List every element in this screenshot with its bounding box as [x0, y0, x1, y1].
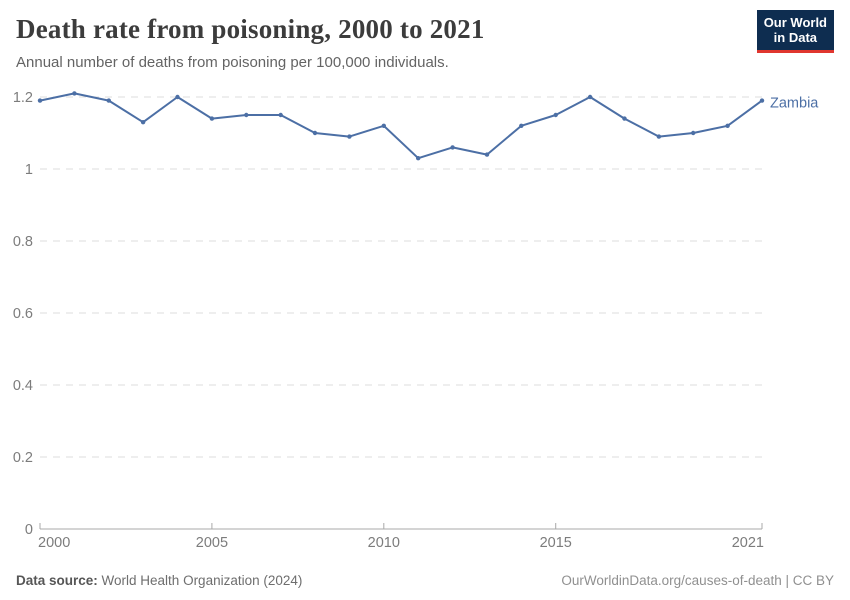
data-point-zambia-2004 [175, 94, 180, 100]
x-tick-label-2005: 2005 [196, 535, 228, 551]
data-point-zambia-2018 [656, 134, 662, 139]
owid-logo[interactable]: Our World in Data [756, 10, 834, 53]
y-tick-label-0: 0 [25, 522, 33, 538]
owid-logo-line1: Our World [763, 15, 827, 30]
owid-logo-line2: in Data [773, 30, 818, 46]
data-point-zambia-2020 [725, 123, 730, 128]
data-point-zambia-2006 [244, 112, 249, 118]
data-point-zambia-2002 [106, 98, 112, 103]
data-point-zambia-2000 [37, 98, 43, 103]
y-tick-label-0.8: 0.8 [13, 234, 33, 250]
y-tick-label-1.2: 1.2 [13, 90, 33, 106]
page-title: Death rate from poisoning, 2000 to 2021 [16, 14, 485, 44]
footer-link[interactable]: OurWorldinData.org/causes-of-death | CC … [561, 573, 834, 588]
series-label-zambia: Zambia [770, 96, 819, 112]
data-point-zambia-2016 [587, 94, 593, 100]
data-point-zambia-2003 [140, 120, 146, 125]
data-point-zambia-2007 [278, 112, 283, 118]
y-tick-label-0.2: 0.2 [13, 450, 33, 466]
data-point-zambia-2013 [484, 152, 490, 157]
data-point-zambia-2017 [622, 116, 627, 121]
x-tick-label-2010: 2010 [368, 535, 400, 551]
chart-header: Death rate from poisoning, 2000 to 2021 … [16, 10, 834, 71]
data-point-zambia-2010 [381, 123, 386, 128]
line-chart: 0 0.2 0.4 0.6 0.8 1 1.2 2000 2005 2010 2015 2021 Zam… [0, 80, 850, 558]
data-point-zambia-2015 [553, 112, 558, 118]
data-point-zambia-2021 [759, 98, 765, 103]
data-source-label: Data source: [16, 573, 98, 588]
data-point-zambia-2011 [416, 156, 421, 161]
data-point-zambia-2005 [209, 116, 215, 121]
data-source-value: World Health Organization (2024) [97, 573, 303, 588]
data-point-zambia-2014 [519, 123, 524, 128]
page-subtitle: Annual number of deaths from poisoning p… [16, 54, 449, 71]
data-point-zambia-2012 [450, 145, 455, 150]
data-point-zambia-2001 [72, 91, 77, 96]
y-tick-label-0.6: 0.6 [13, 306, 33, 322]
data-point-zambia-2019 [691, 130, 696, 136]
y-tick-label-0.4: 0.4 [13, 378, 33, 394]
data-point-zambia-2008 [312, 130, 318, 136]
x-tick-label-2000: 2000 [38, 535, 70, 551]
data-point-zambia-2009 [347, 134, 352, 139]
y-tick-label-1: 1 [25, 162, 33, 178]
chart-footer: Data source: World Health Organization (… [16, 573, 834, 588]
line-chart-svg: 0 0.2 0.4 0.6 0.8 1 1.2 2000 2005 2010 2015 2021 Zam… [13, 90, 819, 551]
x-tick-label-2015: 2015 [540, 535, 572, 551]
x-tick-label-2021: 2021 [732, 535, 764, 551]
series-line-zambia [39, 92, 763, 160]
data-source: Data source: World Health Organization (… [16, 573, 302, 588]
